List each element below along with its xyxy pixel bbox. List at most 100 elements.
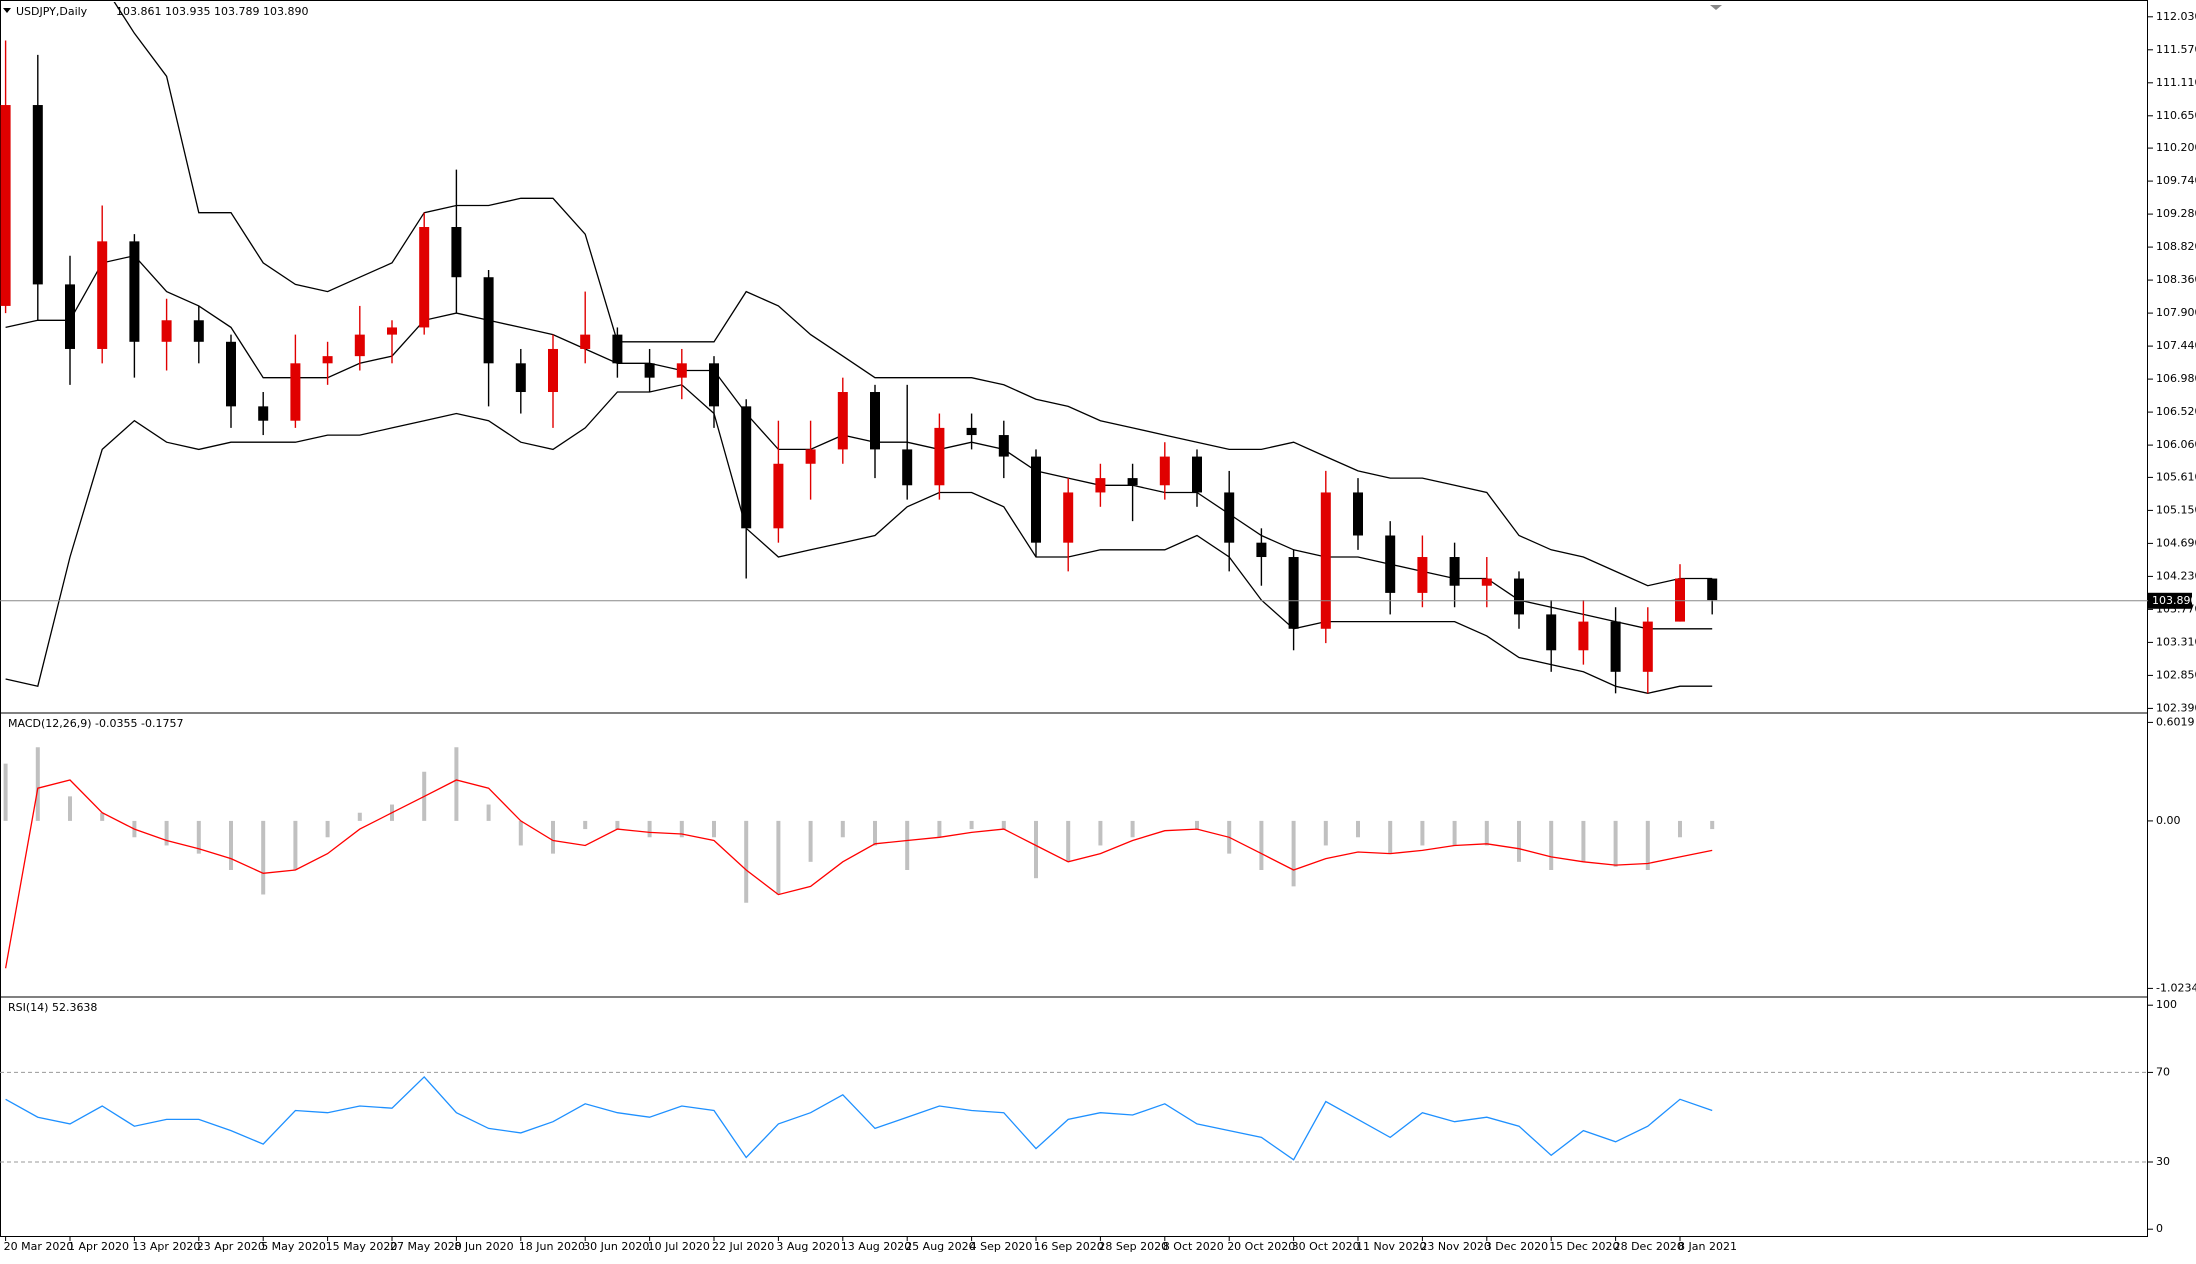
x-tick-label: 16 Sep 2020 [1034, 1240, 1104, 1253]
x-tick-label: 18 Jun 2020 [519, 1240, 585, 1253]
candle-body [1095, 478, 1106, 493]
x-tick-label: 13 Apr 2020 [132, 1240, 200, 1253]
candle-body [1353, 492, 1363, 536]
x-tick-label: 8 Jun 2020 [454, 1240, 513, 1253]
y-tick-label: 107.440 [2156, 339, 2196, 352]
x-tick-label: 25 Aug 2020 [905, 1240, 975, 1253]
y-tick-label: 0.6019 [2156, 715, 2195, 728]
y-tick-label: 102.390 [2156, 701, 2196, 714]
candle-body [709, 363, 719, 407]
x-tick-label: 30 Jun 2020 [583, 1240, 649, 1253]
x-tick-label: 1 Apr 2020 [68, 1240, 129, 1253]
x-tick-label: 5 May 2020 [261, 1240, 326, 1253]
y-tick-label: 107.900 [2156, 306, 2196, 319]
candle-body [65, 284, 75, 349]
candle-body [612, 334, 623, 364]
x-tick-label: 3 Dec 2020 [1485, 1240, 1548, 1253]
symbol-title: USDJPY,Daily [16, 5, 88, 18]
frame [0, 0, 2148, 1237]
candle-body [1707, 578, 1718, 601]
candle-body [1417, 557, 1428, 593]
y-tick-label: 104.230 [2156, 569, 2196, 582]
bollinger-lower [5, 384, 1713, 694]
y-tick-label: 105.610 [2156, 470, 2196, 483]
candle-body [1481, 578, 1492, 586]
menu-arrow[interactable] [3, 8, 11, 13]
candle-body [998, 435, 1009, 457]
y-tick-label: 103.310 [2156, 635, 2196, 648]
candle-body [580, 334, 591, 349]
y-tick-label: 110.200 [2156, 141, 2196, 154]
y-tick-label: 110.650 [2156, 109, 2196, 122]
candle-body [741, 406, 752, 529]
x-tick-label: 22 Jul 2020 [712, 1240, 774, 1253]
candle-body [1449, 557, 1460, 586]
y-tick-label: 0.00 [2156, 814, 2181, 827]
candle-body [0, 105, 11, 306]
candle-body [226, 341, 236, 407]
candle-body [1224, 492, 1235, 543]
y-tick-label: 111.570 [2156, 43, 2196, 56]
candle-body [161, 320, 172, 342]
candle-body [258, 406, 269, 421]
x-tick-label: 23 Apr 2020 [197, 1240, 265, 1253]
y-tick-label: 104.690 [2156, 536, 2196, 549]
pane-plot [0, 2, 1718, 694]
rsi-line [5, 1075, 1713, 1161]
candle-body [1578, 621, 1589, 651]
y-tick-label: 30 [2156, 1155, 2170, 1168]
macd-signal-line [4, 779, 1713, 969]
x-tick-label: 4 Sep 2020 [970, 1240, 1033, 1253]
candle-body [290, 363, 301, 421]
x-tick-label: 15 May 2020 [326, 1240, 398, 1253]
candle-body [1127, 478, 1138, 486]
last-price-label: 103.890 [2152, 594, 2196, 607]
y-tick-label: 100 [2156, 998, 2177, 1011]
candle-body [805, 449, 816, 464]
pane-plot [3, 747, 1715, 969]
candle-body [97, 241, 108, 349]
candle-body [1642, 621, 1653, 672]
x-tick-label: 11 Nov 2020 [1356, 1240, 1426, 1253]
candle-body [193, 320, 204, 342]
y-tick-label: 0 [2156, 1222, 2163, 1235]
bollinger-upper [113, 2, 1713, 587]
y-tick-label: 108.360 [2156, 273, 2196, 286]
candle-body [1385, 535, 1396, 593]
candle-body [1514, 578, 1524, 615]
y-tick-label: 106.520 [2156, 405, 2196, 418]
candle-body [515, 363, 526, 393]
candle-body [354, 334, 365, 357]
candle-body [837, 392, 848, 450]
candle-body [322, 356, 333, 364]
y-tick-label: 106.060 [2156, 438, 2196, 451]
x-tick-label: 30 Oct 2020 [1292, 1240, 1360, 1253]
y-tick-label: 106.980 [2156, 372, 2196, 385]
pane-plot [0, 1071, 2148, 1163]
candle-body [483, 277, 494, 364]
candle-body [1159, 456, 1170, 486]
candle-body [676, 363, 687, 378]
last-price-box [2148, 592, 2192, 609]
bollinger-middle [5, 254, 1713, 630]
y-tick-label: 112.030 [2156, 10, 2196, 23]
x-tick-label: 10 Jul 2020 [648, 1240, 710, 1253]
macd-title: MACD(12,26,9) -0.0355 -0.1757 [8, 717, 183, 730]
x-tick-label: 23 Nov 2020 [1420, 1240, 1490, 1253]
rsi-title: RSI(14) 52.3638 [8, 1001, 97, 1014]
y-tick-label: 109.740 [2156, 174, 2196, 187]
candle-body [934, 427, 945, 486]
candle-body [1288, 557, 1299, 629]
candle-body [870, 392, 880, 450]
candle-body [966, 427, 977, 436]
y-tick-label: 108.820 [2156, 240, 2196, 253]
y-tick-label: -1.0234 [2156, 981, 2196, 994]
x-tick-label: 27 May 2020 [390, 1240, 462, 1253]
shift-marker [1710, 5, 1722, 10]
y-tick-label: 105.150 [2156, 503, 2196, 516]
x-tick-label: 20 Oct 2020 [1227, 1240, 1295, 1253]
candle-body [1063, 492, 1074, 543]
x-tick-label: 20 Mar 2020 [4, 1240, 74, 1253]
candle-body [773, 463, 784, 529]
